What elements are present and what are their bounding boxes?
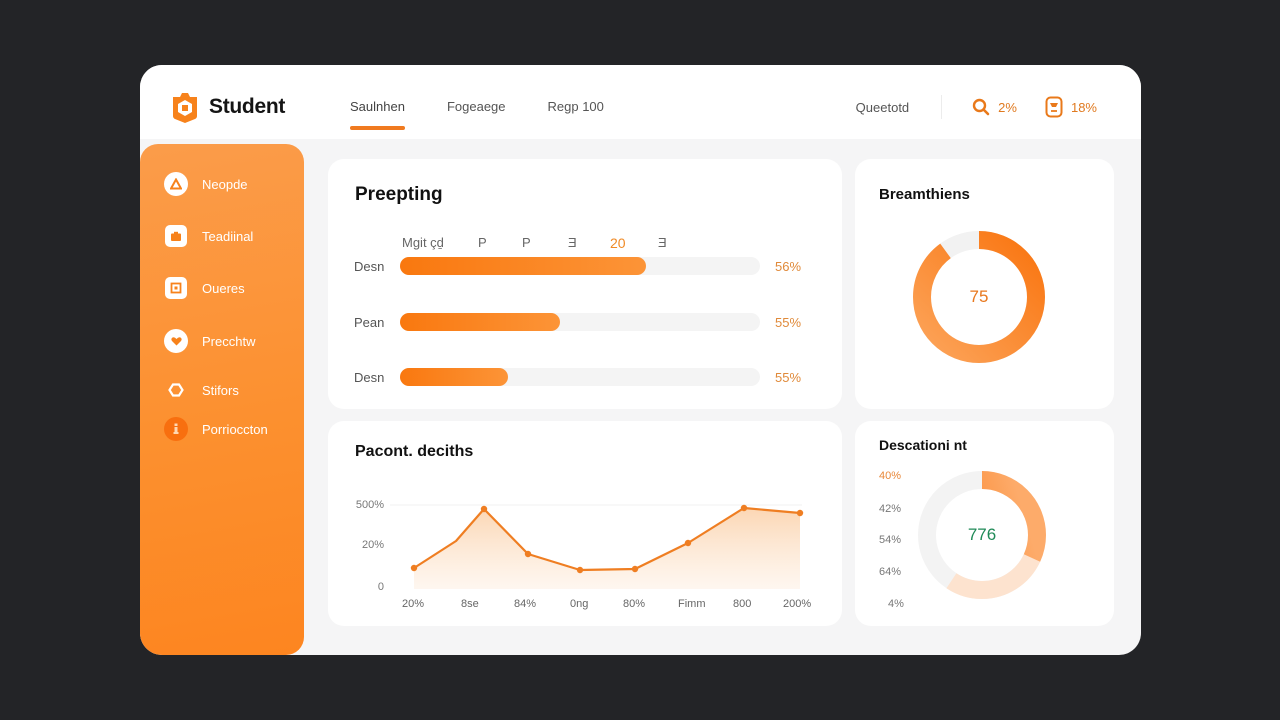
donut2-card-title: Descationi nt (879, 437, 967, 453)
x-tick: Fimm (678, 598, 706, 610)
briefcase-icon (165, 225, 187, 247)
badge-stat[interactable]: 18% (1045, 96, 1097, 118)
sidebar-item-stifors[interactable]: Stifors (164, 378, 239, 402)
progress-row-label: Pean (354, 315, 385, 330)
x-tick: 800 (733, 598, 752, 610)
line-chart (390, 504, 804, 589)
donut-chart (913, 231, 1045, 363)
sidebar-item-label: Precchtw (202, 333, 256, 349)
heart-icon (164, 329, 188, 353)
sidebar-item-porrioccton[interactable]: Porrioccton (164, 417, 268, 441)
search-icon (972, 98, 990, 116)
logo-icon (173, 93, 197, 123)
progress-row-value: 55% (775, 315, 802, 330)
axis-label: Ǝ (658, 235, 667, 250)
legend-value: 42% (879, 503, 902, 515)
axis-label: P (522, 235, 531, 250)
progress-row: Desn 55% (354, 368, 814, 388)
progress-fill (400, 313, 560, 331)
tab-saulnhen[interactable]: Saulnhen (350, 65, 405, 139)
progress-track (400, 313, 760, 331)
tab-regp[interactable]: Regp 100 (547, 99, 604, 114)
progress-row: Pean 55% (354, 313, 814, 333)
badge-icon (1045, 96, 1063, 118)
progress-fill (400, 257, 646, 275)
y-tick: 500% (355, 499, 384, 511)
sidebar-item-label: Porrioccton (202, 421, 268, 437)
line-chart-card: Pacont. deciths 500% 20% 0 (328, 421, 842, 626)
top-nav: Saulnhen Fogeaege Regp 100 (350, 65, 646, 139)
donut-center-value: 75 (969, 287, 989, 306)
search-stat-value: 2% (998, 99, 1017, 115)
sidebar-item-label: Oueres (202, 280, 245, 296)
sidebar-item-label: Neopde (202, 176, 248, 192)
header-right: Queetotd 2% 18% (856, 65, 1097, 139)
y-tick: 20% (361, 539, 384, 551)
x-tick: 8se (461, 598, 479, 610)
sidebar-item-teadiinal[interactable]: Teadiinal (164, 225, 253, 247)
x-tick: 200% (783, 598, 812, 610)
donut-card-title: Breamthiens (879, 186, 970, 203)
progress-row-value: 56% (775, 259, 802, 274)
triangle-icon (164, 172, 188, 196)
search-stat[interactable]: 2% (972, 98, 1017, 116)
legend-value: 64% (879, 566, 902, 578)
tab-fogeaege[interactable]: Fogeaege (446, 99, 506, 114)
header-link[interactable]: Queetotd (855, 99, 910, 115)
brand-name: Student (209, 95, 286, 118)
donut-card: Breamthiens 75 (855, 159, 1114, 409)
square-icon (165, 277, 187, 299)
donut2-center-value: 776 (967, 525, 997, 544)
badge-stat-value: 18% (1070, 99, 1097, 115)
sidebar: Neopde Teadiinal Oueres Precchtw Stifors (140, 144, 304, 655)
progress-card-title: Preepting (355, 184, 443, 205)
sidebar-item-label: Teadiinal (202, 228, 254, 244)
legend-value: 54% (879, 534, 902, 546)
progress-track (400, 368, 760, 386)
donut2-chart (918, 471, 1046, 599)
progress-axis: Mgit çḏ P P Ǝ 20 Ǝ (402, 235, 702, 251)
header-divider (941, 95, 943, 119)
line-chart-title: Pacont. deciths (355, 443, 474, 460)
donut2-card: Descationi nt 40% 42% 54% 64% 4% 776 (855, 421, 1114, 626)
brand[interactable]: Student (169, 90, 285, 124)
progress-row-label: Desn (354, 259, 385, 274)
progress-fill (400, 368, 508, 386)
progress-track (400, 257, 760, 275)
info-icon (164, 417, 188, 441)
sidebar-item-label: Stifors (202, 382, 239, 398)
legend-value: 4% (888, 598, 904, 610)
y-tick: 0 (377, 581, 384, 593)
x-tick: 80% (623, 598, 646, 610)
sidebar-item-precchtw[interactable]: Precchtw (164, 329, 255, 353)
progress-row-label: Desn (354, 370, 385, 385)
axis-label: Ǝ (568, 235, 577, 250)
diamond-icon (164, 378, 188, 402)
progress-card: Preepting Mgit çḏ P P Ǝ 20 Ǝ Desn 56% Pe… (328, 159, 842, 409)
x-tick: 0ng (570, 598, 589, 610)
sidebar-item-oueres[interactable]: Oueres (164, 277, 245, 299)
axis-label-highlight: 20 (610, 235, 626, 251)
app-window: Student Saulnhen Fogeaege Regp 100 Queet… (140, 65, 1141, 655)
axis-label: P (478, 235, 487, 250)
top-header: Student Saulnhen Fogeaege Regp 100 Queet… (140, 65, 1141, 139)
legend-value: 40% (879, 470, 902, 482)
sidebar-item-neopde[interactable]: Neopde (164, 172, 248, 196)
x-tick: 84% (514, 598, 537, 610)
progress-row: Desn 56% (354, 257, 814, 277)
progress-row-value: 55% (775, 370, 802, 385)
x-tick: 20% (402, 598, 425, 610)
axis-label: Mgit çḏ (402, 235, 444, 250)
